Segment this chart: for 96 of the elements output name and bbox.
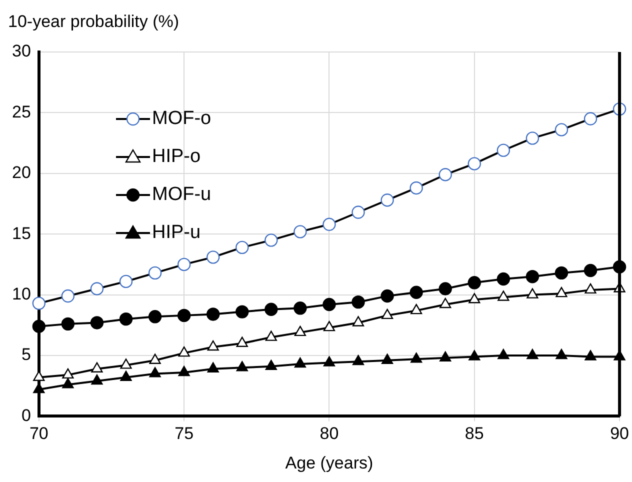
point — [410, 304, 422, 314]
point — [468, 157, 481, 170]
point — [556, 348, 568, 360]
x-tick-label: 75 — [174, 424, 194, 444]
point — [119, 312, 133, 326]
point — [584, 112, 598, 126]
point — [498, 290, 510, 301]
y-tick-label: 30 — [12, 42, 31, 61]
point — [32, 320, 46, 333]
point — [352, 295, 365, 309]
point — [468, 276, 481, 290]
point — [148, 266, 162, 280]
point — [584, 264, 598, 278]
point — [440, 351, 452, 362]
point — [32, 296, 46, 310]
point — [498, 348, 510, 360]
point — [410, 286, 423, 299]
point — [62, 378, 74, 388]
point — [526, 270, 540, 284]
point — [178, 346, 190, 357]
point — [149, 367, 161, 378]
point — [265, 330, 277, 341]
y-tick-label: 5 — [21, 345, 31, 364]
point — [381, 308, 394, 320]
point — [438, 282, 452, 296]
point — [207, 362, 219, 372]
point — [352, 316, 364, 326]
y-tick-label: 10 — [12, 284, 31, 304]
point — [61, 289, 75, 303]
point — [178, 366, 190, 376]
point — [119, 274, 133, 288]
legend-label: MOF-u — [152, 184, 212, 206]
point — [410, 352, 422, 363]
point — [322, 218, 336, 231]
point — [380, 194, 394, 207]
point — [468, 350, 480, 360]
point — [556, 286, 568, 298]
point — [91, 362, 103, 372]
point — [265, 360, 277, 370]
point — [91, 374, 103, 385]
point — [468, 293, 480, 304]
point — [236, 361, 248, 372]
point — [90, 282, 104, 296]
point — [438, 168, 452, 182]
point — [381, 354, 394, 364]
point — [352, 206, 365, 219]
point — [526, 132, 540, 145]
point — [120, 370, 132, 381]
point — [61, 317, 75, 331]
point — [236, 240, 249, 254]
point — [554, 123, 568, 136]
point — [554, 266, 568, 280]
point — [90, 316, 104, 330]
point — [526, 288, 538, 298]
point — [294, 225, 307, 238]
point — [120, 358, 132, 369]
point — [410, 181, 423, 195]
point — [148, 310, 162, 324]
point — [62, 368, 74, 379]
point — [149, 354, 161, 364]
legend-label: MOF-o — [152, 108, 212, 130]
point — [294, 357, 306, 368]
y-tick-label: 15 — [12, 224, 31, 243]
y-tick-label: 0 — [21, 406, 31, 425]
x-tick-label: 80 — [320, 424, 339, 444]
point — [264, 302, 278, 316]
y-tick-label: 25 — [12, 102, 31, 122]
point — [264, 234, 278, 247]
point — [440, 298, 452, 308]
y-axis-title: 10-year probability (%) — [8, 12, 180, 32]
point — [177, 308, 191, 322]
point — [496, 272, 510, 286]
point — [177, 258, 191, 272]
point — [323, 320, 336, 332]
point — [322, 298, 336, 312]
x-tick-label: 85 — [464, 424, 484, 444]
point — [294, 326, 306, 336]
legend-label: HIP-u — [152, 222, 201, 244]
point — [236, 336, 248, 347]
x-axis-title: Age (years) — [285, 453, 374, 472]
point — [206, 250, 220, 264]
y-tick-label: 20 — [12, 163, 31, 182]
point — [496, 144, 510, 157]
point — [206, 308, 220, 321]
point — [294, 302, 307, 315]
point — [323, 356, 336, 366]
point — [526, 348, 538, 360]
legend-label: HIP-o — [152, 146, 201, 168]
x-tick-label: 70 — [29, 424, 48, 444]
x-tick-label: 90 — [610, 424, 630, 444]
point — [352, 354, 364, 366]
point — [584, 350, 596, 360]
point — [584, 283, 596, 294]
point — [236, 305, 249, 318]
point — [380, 289, 394, 303]
point — [207, 340, 219, 351]
